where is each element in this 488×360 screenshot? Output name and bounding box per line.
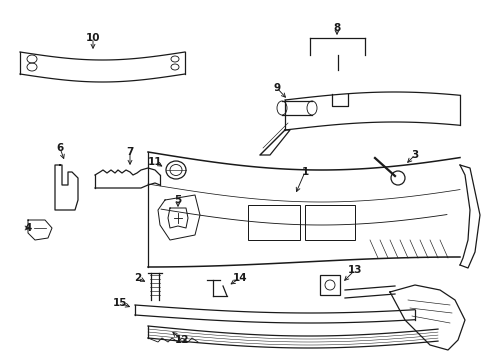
Text: 13: 13 xyxy=(347,265,362,275)
Text: 11: 11 xyxy=(147,157,162,167)
Bar xyxy=(247,205,299,240)
Text: 1: 1 xyxy=(301,167,308,177)
Text: 14: 14 xyxy=(232,273,247,283)
Text: 12: 12 xyxy=(174,335,189,345)
Text: 15: 15 xyxy=(113,298,127,308)
Text: 8: 8 xyxy=(333,23,340,33)
Bar xyxy=(319,275,339,295)
Text: 6: 6 xyxy=(56,143,63,153)
Text: 7: 7 xyxy=(126,147,133,157)
Text: 4: 4 xyxy=(24,223,32,233)
Bar xyxy=(305,205,354,240)
Text: 9: 9 xyxy=(273,83,280,93)
Text: 2: 2 xyxy=(134,273,142,283)
Text: 5: 5 xyxy=(174,195,181,205)
Text: 3: 3 xyxy=(410,150,418,160)
Text: 10: 10 xyxy=(85,33,100,43)
